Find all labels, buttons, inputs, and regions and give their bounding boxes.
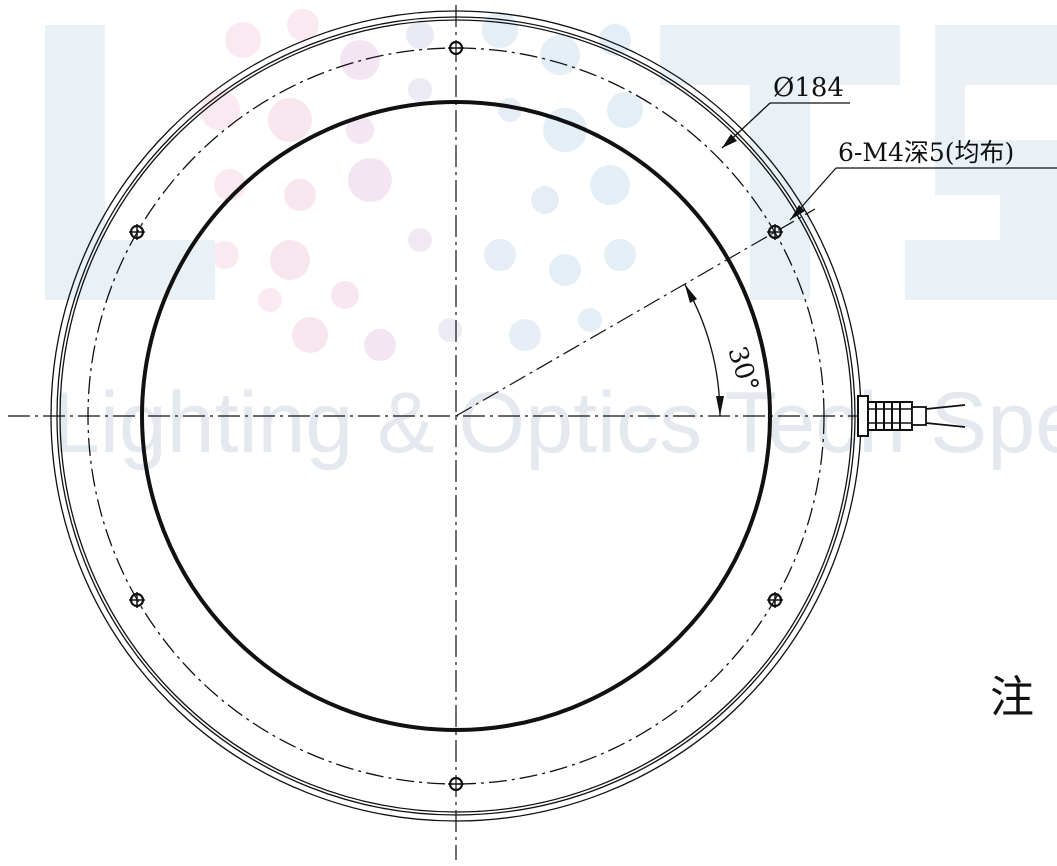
center-lines bbox=[8, 5, 865, 860]
mounting-holes bbox=[129, 40, 783, 792]
outer-edge-2 bbox=[56, 16, 856, 816]
note-label: 注 bbox=[990, 672, 1034, 723]
cable-connector bbox=[857, 395, 966, 437]
pcd-dimension: Ø184 bbox=[721, 73, 850, 149]
mounting-hole-lower-left bbox=[129, 592, 145, 608]
pcd-label: Ø184 bbox=[773, 73, 844, 103]
mounting-hole-lower-right bbox=[767, 592, 783, 608]
watermark-letter-s bbox=[905, 25, 1057, 300]
watermark-letter-t bbox=[660, 25, 900, 300]
ring-body bbox=[50, 10, 862, 822]
cable-top-edge bbox=[925, 404, 966, 410]
cable-bottom-edge bbox=[925, 422, 966, 428]
mounting-hole-upper-left bbox=[129, 224, 145, 240]
mounting-hole-upper-right bbox=[767, 224, 783, 240]
hole-leader-arrow bbox=[790, 205, 805, 220]
inner-aperture bbox=[140, 100, 772, 732]
pcd-leader-arrow bbox=[722, 134, 737, 148]
angle-ray bbox=[455, 208, 816, 417]
connector-tail bbox=[911, 406, 927, 426]
connector-body bbox=[857, 395, 869, 437]
watermark-letter-l bbox=[45, 25, 215, 300]
watermark: Lighting & Optics Tech Specialist bbox=[45, 9, 1057, 471]
watermark-dots bbox=[200, 9, 643, 361]
mounting-hole-top bbox=[448, 40, 464, 56]
mounting-hole-bottom bbox=[448, 776, 464, 792]
connector-strain-relief bbox=[867, 401, 913, 431]
outer-edge-3 bbox=[59, 19, 853, 813]
hole-label: 6-M4深5(均布) bbox=[838, 138, 1014, 167]
pitch-circle bbox=[87, 47, 825, 785]
hole-dimension: 6-M4深5(均布) bbox=[789, 138, 1057, 221]
angle-arrow-bottom bbox=[716, 396, 724, 416]
angle-arrow-top bbox=[684, 284, 697, 303]
